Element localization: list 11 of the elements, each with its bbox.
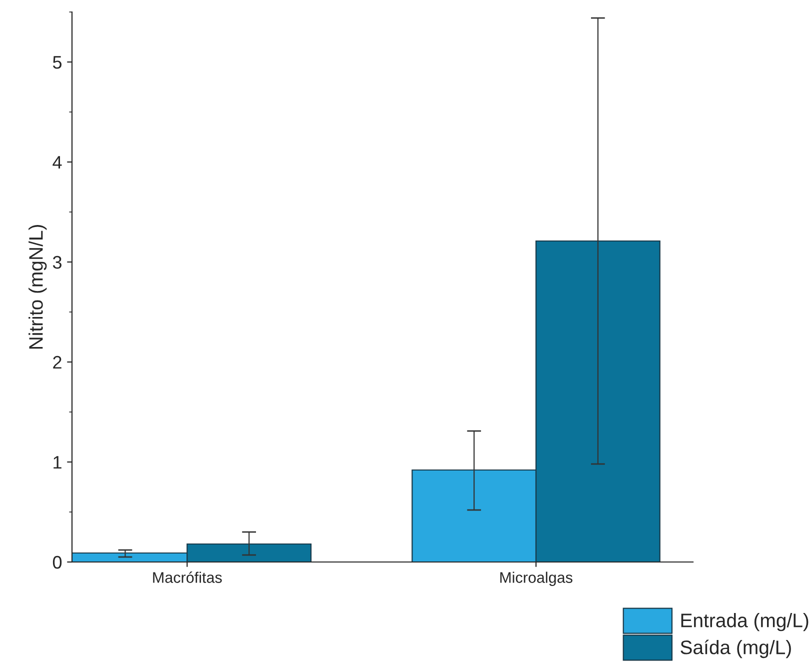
y-tick-label: 3 [52, 256, 62, 269]
y-tick-label: 4 [52, 156, 62, 169]
legend-label: Saída (mg/L) [680, 640, 791, 658]
x-tick-label: Macrófitas [153, 572, 222, 583]
y-tick-label: 0 [52, 556, 62, 569]
y-tick-label: 5 [52, 56, 62, 69]
legend-label: Entrada (mg/L) [681, 613, 808, 632]
y-tick-label: 1 [54, 456, 62, 469]
x-tick-label: Microalgas [500, 572, 572, 586]
y-tick-label: 2 [53, 356, 62, 369]
y-axis-title: Nitrito (mgN/L) [28, 225, 47, 349]
